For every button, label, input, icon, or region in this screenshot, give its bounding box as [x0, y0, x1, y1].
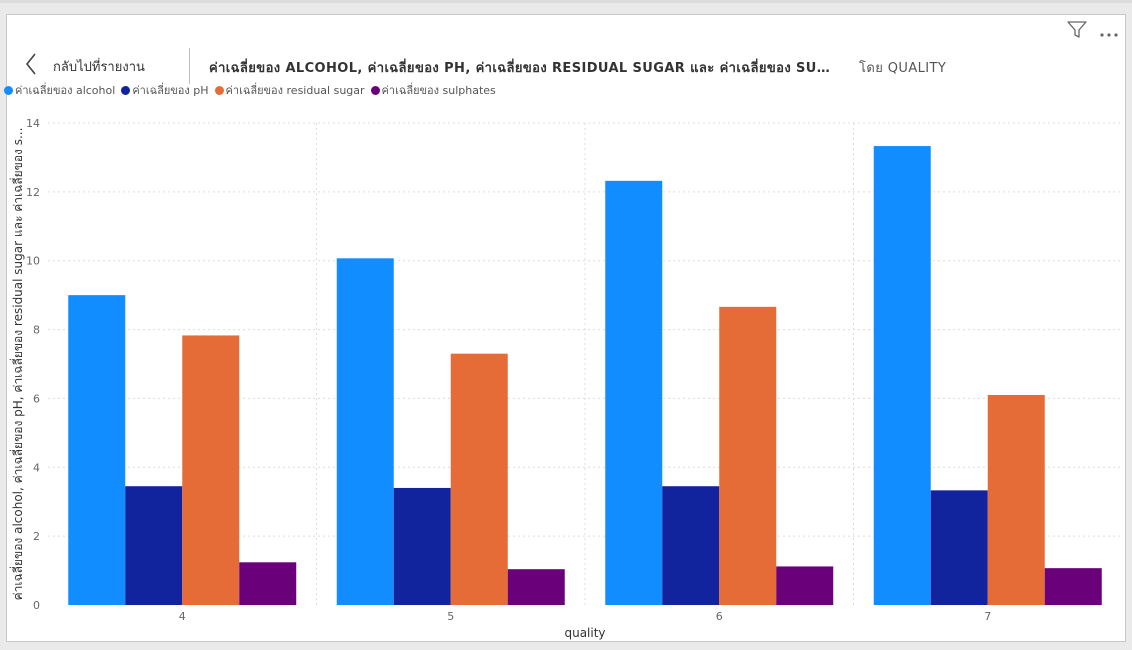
y-axis-ticks: 0 2 4 6 8 10 12 14 — [26, 117, 40, 612]
visual-header: กลับไปที่รายงาน ค่าเฉลี่ยของ ALCOHOL, ค่… — [7, 45, 1127, 85]
x-tick-label: 5 — [447, 610, 454, 623]
filter-icon[interactable] — [1067, 21, 1087, 43]
visual-byline: โดย QUALITY — [859, 61, 947, 76]
bar[interactable] — [1044, 568, 1102, 605]
y-tick-label: 14 — [26, 117, 40, 130]
bar[interactable] — [450, 353, 508, 605]
x-tick-label: 6 — [716, 610, 723, 623]
top-strip — [0, 0, 1132, 3]
y-tick-label: 8 — [33, 324, 40, 337]
x-axis-title: quality — [564, 626, 605, 640]
y-tick-label: 4 — [33, 461, 40, 474]
bar[interactable] — [239, 562, 297, 605]
bar[interactable] — [393, 487, 451, 605]
legend-label: ค่าเฉลี่ยของ alcohol — [15, 84, 116, 97]
bar[interactable] — [930, 490, 988, 605]
gridlines — [48, 122, 1122, 605]
back-label: กลับไปที่รายงาน — [53, 59, 145, 75]
x-tick-label: 7 — [984, 610, 991, 623]
x-axis-ticks: 4 5 6 7 — [179, 610, 992, 623]
bar[interactable] — [125, 486, 183, 605]
legend-item-ph[interactable]: ค่าเฉลี่ยของ pH — [121, 81, 209, 99]
legend-label: ค่าเฉลี่ยของ sulphates — [381, 84, 496, 97]
y-tick-label: 12 — [26, 186, 40, 199]
bar[interactable] — [987, 394, 1045, 605]
y-tick-label: 6 — [33, 392, 40, 405]
legend-item-alcohol[interactable]: ค่าเฉลี่ยของ alcohol — [4, 81, 115, 99]
bar[interactable] — [507, 569, 565, 605]
more-options-icon[interactable] — [1099, 23, 1119, 42]
legend-dot — [4, 85, 13, 95]
legend-item-sulphates[interactable]: ค่าเฉลี่ยของ sulphates — [370, 81, 496, 99]
bar[interactable] — [662, 486, 720, 605]
visual-toolbar — [1067, 21, 1119, 43]
legend-item-residual-sugar[interactable]: ค่าเฉลี่ยของ residual sugar — [214, 81, 365, 99]
bar[interactable] — [719, 306, 777, 605]
y-tick-label: 0 — [33, 599, 40, 612]
legend-dot — [214, 85, 224, 95]
legend-label: ค่าเฉลี่ยของ residual sugar — [225, 84, 365, 97]
chevron-left-icon — [25, 53, 37, 79]
legend-label: ค่าเฉลี่ยของ pH — [132, 84, 209, 97]
bar[interactable] — [873, 146, 931, 605]
bar[interactable] — [336, 258, 394, 605]
bar[interactable] — [182, 335, 240, 605]
y-tick-label: 10 — [26, 255, 40, 268]
bar[interactable] — [776, 566, 834, 605]
x-tick-label: 4 — [179, 610, 186, 623]
legend-dot — [370, 85, 380, 95]
back-to-report-button[interactable]: กลับไปที่รายงาน — [25, 53, 145, 79]
y-axis-title: ค่าเฉลี่ยของ alcohol, ค่าเฉลี่ยของ pH, ค… — [9, 128, 25, 601]
bar[interactable] — [68, 295, 126, 605]
legend-dot — [121, 85, 131, 95]
header-divider — [189, 48, 190, 84]
y-tick-label: 2 — [33, 530, 40, 543]
chart-legend: ค่าเฉลี่ยของ alcohol ค่าเฉลี่ยของ pH ค่า… — [4, 81, 496, 99]
bars — [68, 146, 1102, 605]
bar[interactable] — [605, 180, 663, 605]
